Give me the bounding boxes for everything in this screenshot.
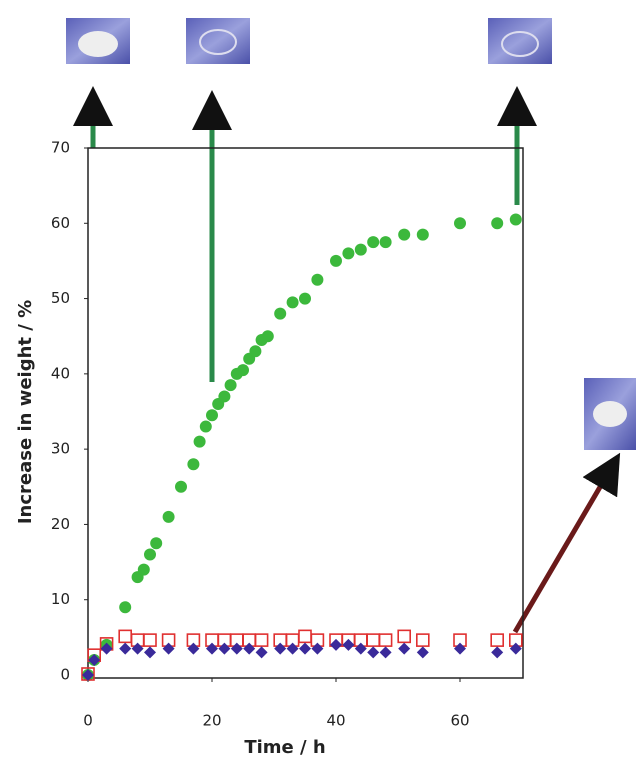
point — [175, 480, 187, 493]
point — [131, 642, 144, 655]
point — [342, 247, 355, 260]
point — [249, 345, 262, 358]
point — [193, 435, 206, 448]
x-tick-label: 60 — [450, 712, 469, 730]
photo-sample — [593, 401, 627, 427]
point — [261, 330, 274, 343]
point — [509, 213, 522, 226]
point — [187, 458, 200, 471]
point — [330, 638, 342, 651]
arrow — [512, 452, 621, 634]
point — [398, 642, 411, 655]
y-axis-title: Increase in weight / % — [15, 300, 36, 524]
point — [367, 236, 380, 249]
point — [454, 642, 466, 655]
point — [454, 217, 466, 230]
point — [416, 228, 429, 241]
point — [311, 642, 324, 655]
point — [206, 409, 218, 422]
point — [144, 548, 156, 561]
point — [491, 217, 504, 230]
point — [298, 629, 312, 644]
point — [354, 642, 367, 655]
point — [397, 629, 412, 644]
photo-sample — [501, 31, 539, 57]
point — [82, 669, 94, 681]
point — [162, 510, 175, 523]
point — [367, 646, 380, 659]
point — [218, 390, 231, 403]
point — [311, 273, 324, 286]
point — [299, 292, 311, 305]
point — [274, 642, 287, 655]
point — [88, 653, 101, 666]
point — [187, 642, 200, 655]
point — [218, 642, 231, 655]
point — [199, 420, 212, 433]
photos — [66, 18, 636, 450]
point — [254, 633, 269, 647]
point — [162, 642, 175, 655]
point — [118, 629, 132, 644]
point — [100, 642, 113, 655]
point — [416, 646, 429, 659]
point — [491, 646, 504, 659]
point — [286, 642, 299, 655]
point — [237, 364, 249, 377]
x-tick-label: 20 — [202, 712, 221, 730]
point — [509, 642, 522, 655]
y-tick-label: 30 — [51, 440, 70, 458]
plot-frame — [87, 147, 524, 679]
point — [144, 646, 156, 659]
point — [137, 563, 150, 576]
point — [379, 236, 392, 249]
point — [354, 243, 367, 256]
point — [224, 379, 237, 392]
point — [286, 296, 299, 309]
x-tick-label: 40 — [326, 712, 345, 730]
point — [330, 254, 342, 267]
photo-sample — [78, 31, 118, 57]
x-tick-label: 0 — [83, 712, 93, 730]
y-tick-label: 10 — [51, 590, 70, 608]
y-tick-label: 50 — [51, 289, 70, 307]
arrows — [73, 86, 621, 634]
point — [143, 633, 157, 647]
point — [415, 633, 430, 647]
point — [243, 642, 256, 655]
point — [274, 307, 287, 320]
point — [206, 642, 218, 655]
point — [379, 646, 392, 659]
point — [378, 633, 393, 647]
point — [230, 642, 243, 655]
photo-sample — [199, 29, 237, 55]
x-axis-title: Time / h — [244, 737, 325, 758]
point — [150, 537, 163, 550]
y-tick-label: 20 — [51, 515, 70, 533]
point — [299, 642, 311, 655]
point — [342, 638, 355, 651]
photo — [186, 18, 250, 64]
y-tick-label: 70 — [51, 139, 70, 157]
y-tick-label: 40 — [51, 364, 70, 382]
photo — [488, 18, 552, 64]
point — [490, 633, 505, 647]
point — [255, 646, 268, 659]
y-tick-label: 60 — [51, 214, 70, 232]
point — [119, 601, 132, 614]
point — [119, 642, 132, 655]
point — [398, 228, 411, 241]
point — [366, 633, 381, 647]
y-tick-label: 0 — [60, 666, 70, 684]
